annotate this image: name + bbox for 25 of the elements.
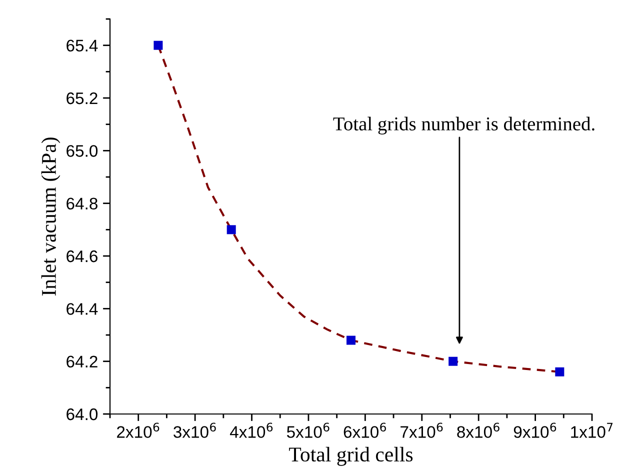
x-tick-label: 5x10$^{6}$ xyxy=(286,422,330,438)
y-tick-label: 65.2 xyxy=(66,92,98,104)
y-tick-label: 64.2 xyxy=(66,356,98,368)
x-tick-label: 2x10$^{6}$ xyxy=(117,422,160,438)
y-axis-title: Inlet vacuum (kPa) xyxy=(41,138,60,296)
x-tick-label: 4x10$^{6}$ xyxy=(230,422,273,438)
x-tick-label: 3x10$^{6}$ xyxy=(174,422,216,438)
y-tick-label: 64.6 xyxy=(66,250,98,262)
y-tick-label: 65.0 xyxy=(66,145,98,157)
x-tick-label: 8x10$^{6}$ xyxy=(457,422,500,438)
y-tick-label: 65.4 xyxy=(66,40,98,52)
point xyxy=(226,225,236,234)
x-tick-label: 1x10$^{7}$ xyxy=(571,422,613,438)
x-tick-label: 6x10$^{6}$ xyxy=(344,422,386,438)
annotation: Total grids number is determined. xyxy=(333,116,594,134)
x-axis-title: Total grid cells xyxy=(289,446,413,466)
x-tick-label: 9x10$^{6}$ xyxy=(514,422,556,438)
point xyxy=(154,40,163,50)
y-tick-label: 64.4 xyxy=(66,303,98,315)
x-tick-label: 7x10$^{6}$ xyxy=(400,422,443,438)
point xyxy=(448,356,458,366)
y-tick-label: 64.8 xyxy=(66,198,98,210)
y-tick-label: 64.0 xyxy=(66,408,98,420)
point xyxy=(555,367,564,376)
point xyxy=(346,336,356,345)
